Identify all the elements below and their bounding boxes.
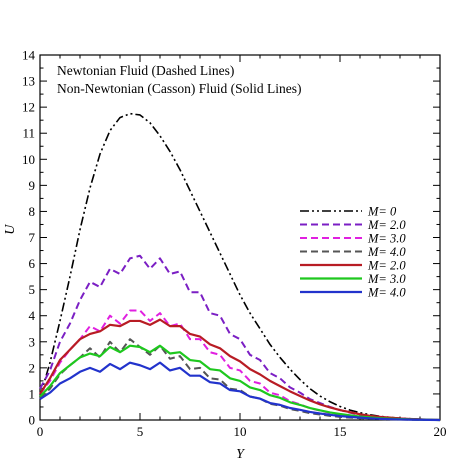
legend: M= 0M= 2.0M= 3.0M= 4.0M= 2.0M= 3.0M= 4.0 xyxy=(300,204,406,299)
series-line-7 xyxy=(39,361,441,422)
series-line-3 xyxy=(39,309,441,421)
legend-label-3: M= 3.0 xyxy=(367,231,406,245)
legend-label-7: M= 4.0 xyxy=(367,285,406,299)
legend-label-4: M= 4.0 xyxy=(367,245,406,259)
y-axis-title: U xyxy=(3,224,18,235)
x-tick-label: 20 xyxy=(434,424,447,439)
y-tick-label: 0 xyxy=(29,413,36,428)
y-tick-label: 7 xyxy=(29,230,36,245)
legend-label-2: M= 2.0 xyxy=(367,218,406,232)
legend-label-6: M= 3.0 xyxy=(367,272,406,286)
x-tick-label: 5 xyxy=(137,424,144,439)
annotation-2: Non-Newtonian (Casson) Fluid (Solid Line… xyxy=(57,81,301,96)
y-tick-label: 2 xyxy=(29,360,36,375)
y-tick-label: 10 xyxy=(22,152,35,167)
y-tick-label: 9 xyxy=(29,178,36,193)
y-tick-label: 14 xyxy=(22,48,36,63)
y-tick-label: 4 xyxy=(29,308,36,323)
y-tick-label: 1 xyxy=(29,386,36,401)
series-line-5 xyxy=(39,318,441,422)
x-axis-title: Y xyxy=(236,447,246,462)
annotation-layer: Newtonian Fluid (Dashed Lines) Non-Newton… xyxy=(57,63,301,96)
y-tick-label: 6 xyxy=(29,256,36,271)
y-tick-label: 11 xyxy=(22,126,35,141)
x-tick-label: 0 xyxy=(37,424,44,439)
y-tick-label: 13 xyxy=(22,74,35,89)
series-layer xyxy=(39,112,441,422)
y-tick-label: 3 xyxy=(29,334,36,349)
series-line-4 xyxy=(39,338,441,421)
legend-label-1: M= 0 xyxy=(367,204,397,218)
series-line-6 xyxy=(39,344,441,422)
legend-label-5: M= 2.0 xyxy=(367,258,406,272)
y-tick-label: 5 xyxy=(29,282,36,297)
x-tick-label: 10 xyxy=(234,424,247,439)
annotation-1: Newtonian Fluid (Dashed Lines) xyxy=(57,63,234,78)
y-tick-label: 12 xyxy=(22,100,35,115)
y-tick-label: 8 xyxy=(29,204,36,219)
x-tick-label: 15 xyxy=(334,424,347,439)
